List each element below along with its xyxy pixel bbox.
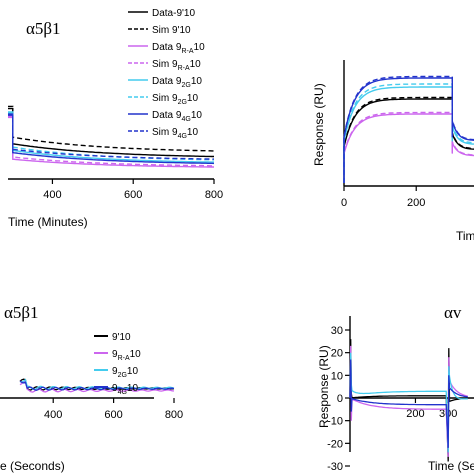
y-tick-label: 10 <box>331 370 343 382</box>
legend-label: Sim 9R-A10 <box>152 59 201 72</box>
legend-label: 9R-A10 <box>112 349 141 362</box>
series-line <box>8 115 214 167</box>
x-axis-label-bottom-right: Time (Se <box>428 459 474 473</box>
legend-label: 92G10 <box>112 366 138 379</box>
series-line <box>8 114 215 165</box>
x-tick-label: 200 <box>406 408 424 420</box>
series-line <box>349 345 468 457</box>
x-ticks-top-right: 0 200 <box>341 186 425 209</box>
x-ticks-bottom-left: 400 600 800 <box>44 398 183 421</box>
y-tick-label: -20 <box>327 438 343 450</box>
series-line <box>19 380 175 393</box>
legend-label: Sim 94G10 <box>152 127 198 140</box>
legend-label: Sim 9'10 <box>152 25 191 36</box>
legend-label: Data 9R-A10 <box>152 42 205 55</box>
series-lines-top-right <box>343 75 474 183</box>
panel-title-bottom-right: αv <box>444 303 462 322</box>
legend-label: Data-9'10 <box>152 8 195 19</box>
x-ticks-top-left: 400 600 800 <box>43 179 223 201</box>
y-tick-label: 30 <box>331 325 343 337</box>
legend-label: Data 92G10 <box>152 76 202 89</box>
series-line <box>343 113 474 183</box>
panel-top-left: α5β1 400 600 800 Time (Minutes) Data-9'10 S… <box>8 8 223 229</box>
series-line <box>8 107 214 158</box>
x-axis-label-top-right: Tim <box>456 229 474 243</box>
legend-top-left: Data-9'10 Sim 9'10 Data 9R-A10 Sim 9R-A10 Da… <box>128 8 205 140</box>
series-line <box>8 112 214 163</box>
panel-title-top-left: α5β1 <box>26 19 61 38</box>
x-tick-label: 800 <box>205 189 223 201</box>
series-lines-bottom-right <box>349 339 468 462</box>
legend-label: Data 94G10 <box>152 110 202 123</box>
y-tick-label: 0 <box>337 393 343 405</box>
legend-label: Sim 92G10 <box>152 93 198 106</box>
y-tick-label: 20 <box>331 348 343 360</box>
x-tick-label: 200 <box>407 197 425 209</box>
x-axis-label-bottom-left: e (Seconds) <box>0 459 65 473</box>
series-line <box>343 98 474 183</box>
y-ticks-bottom-right: 30 20 10 0 -10 -20 -30 <box>327 325 350 473</box>
x-tick-label: 600 <box>124 189 142 201</box>
series-line <box>343 77 474 183</box>
legend-label: 94G10 <box>112 383 138 396</box>
series-line <box>8 105 214 152</box>
x-axis-label-top-left: Time (Minutes) <box>8 215 88 229</box>
series-line <box>343 111 474 183</box>
series-line <box>349 359 468 448</box>
x-tick-label: 400 <box>44 409 62 421</box>
x-tick-label: 400 <box>43 189 61 201</box>
x-tick-label: 800 <box>165 409 183 421</box>
x-tick-label: 0 <box>341 197 347 209</box>
series-lines-bottom-left <box>19 378 175 393</box>
y-axis-label-bottom-right: Response (RU) <box>317 345 331 428</box>
panel-title-bottom-left: α5β1 <box>4 303 39 322</box>
y-tick-label: -10 <box>327 416 343 428</box>
series-lines-top-left <box>8 105 215 168</box>
panel-bottom-right: αv 30 20 10 0 -10 -20 -30 200 30 0 Response (RU)… <box>317 303 474 473</box>
series-line <box>8 116 214 168</box>
series-line <box>343 75 474 183</box>
legend-label: 9'10 <box>112 332 131 343</box>
series-line <box>19 380 175 391</box>
y-axis-label-top-right: Response (RU) <box>312 83 326 166</box>
panel-bottom-left: α5β1 400 600 800 e (Seconds) 9'10 9R-A10 92G… <box>0 303 183 473</box>
series-line <box>349 339 468 462</box>
x-tick-label: 600 <box>104 409 122 421</box>
y-tick-label: -30 <box>327 461 343 473</box>
legend-bottom-left: 9'10 9R-A10 92G10 94G10 <box>94 332 141 396</box>
series-line <box>8 113 214 160</box>
panel-top-right: 0 200 Response (RU) Tim <box>312 60 474 243</box>
series-line <box>343 86 474 183</box>
